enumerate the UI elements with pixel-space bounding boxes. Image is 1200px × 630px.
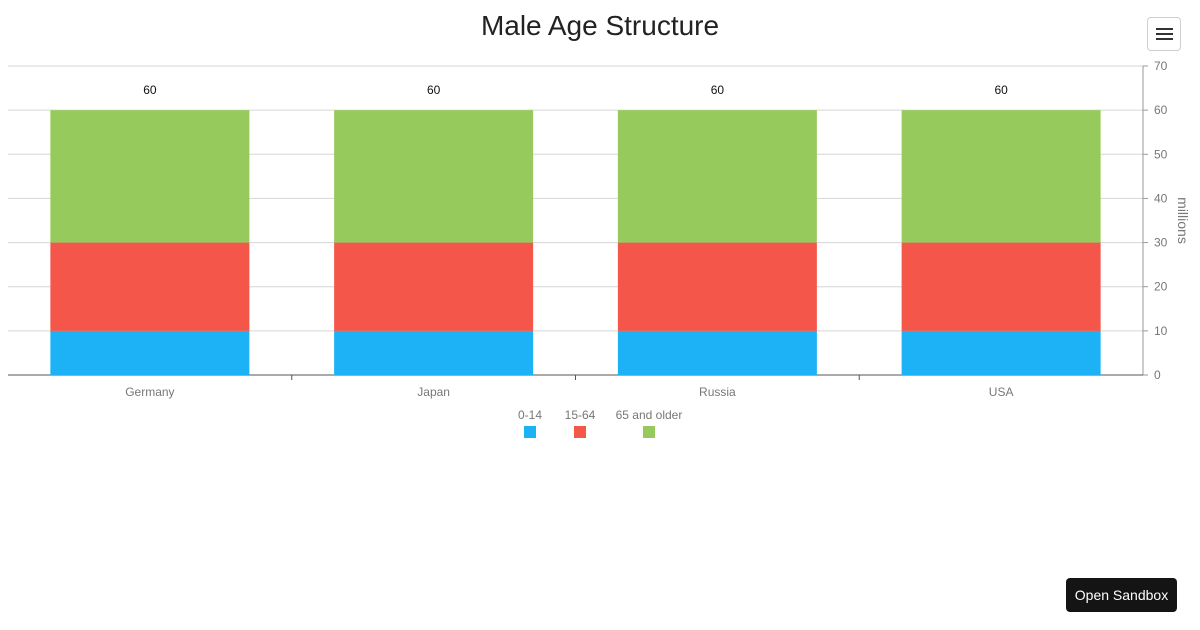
bar-total-label: 60: [711, 83, 725, 97]
legend-item[interactable]: 65 and older: [609, 408, 689, 438]
legend-swatch: [524, 426, 536, 438]
bar-total-label: 60: [427, 83, 441, 97]
legend-label: 15-64: [564, 408, 596, 422]
legend-item[interactable]: 15-64: [540, 408, 620, 438]
chart-legend: 0-14 15-64 65 and older: [0, 408, 1200, 442]
x-tick-label: USA: [989, 385, 1014, 399]
bar-total-label: 60: [143, 83, 157, 97]
y-axis-title: millions: [1175, 197, 1191, 244]
y-tick-label: 0: [1154, 368, 1161, 382]
bar-15-64-russia: [617, 242, 817, 331]
bar-65-and-older-usa: [901, 110, 1101, 243]
legend-label: 0-14: [517, 408, 543, 422]
bar-65-and-older-germany: [50, 110, 250, 243]
x-tick-label: Japan: [417, 385, 450, 399]
bar-0-14-usa: [901, 330, 1101, 375]
y-tick-label: 40: [1154, 191, 1168, 205]
legend-item[interactable]: 0-14: [490, 408, 570, 438]
y-tick-label: 50: [1154, 147, 1168, 161]
bar-0-14-japan: [334, 330, 534, 375]
bar-0-14-russia: [617, 330, 817, 375]
bar-total-label: 60: [994, 83, 1008, 97]
legend-label: 65 and older: [615, 408, 683, 422]
y-tick-label: 30: [1154, 236, 1168, 250]
bar-15-64-germany: [50, 242, 250, 331]
bar-0-14-germany: [50, 330, 250, 375]
y-tick-label: 10: [1154, 324, 1168, 338]
bar-65-and-older-japan: [334, 110, 534, 243]
y-tick-label: 70: [1154, 59, 1168, 73]
menu-button[interactable]: [1147, 17, 1181, 51]
chart-title: Male Age Structure: [480, 10, 720, 41]
legend-swatch: [643, 426, 655, 438]
bar-15-64-japan: [334, 242, 534, 331]
y-tick-label: 20: [1154, 280, 1168, 294]
y-tick-label: 60: [1154, 103, 1168, 117]
hamburger-menu-icon: [1156, 28, 1173, 41]
legend-swatch: [574, 426, 586, 438]
x-tick-label: Russia: [699, 385, 736, 399]
bar-15-64-usa: [901, 242, 1101, 331]
bar-65-and-older-russia: [617, 110, 817, 243]
x-tick-label: Germany: [125, 385, 174, 399]
open-sandbox-button[interactable]: Open Sandbox: [1066, 578, 1177, 612]
